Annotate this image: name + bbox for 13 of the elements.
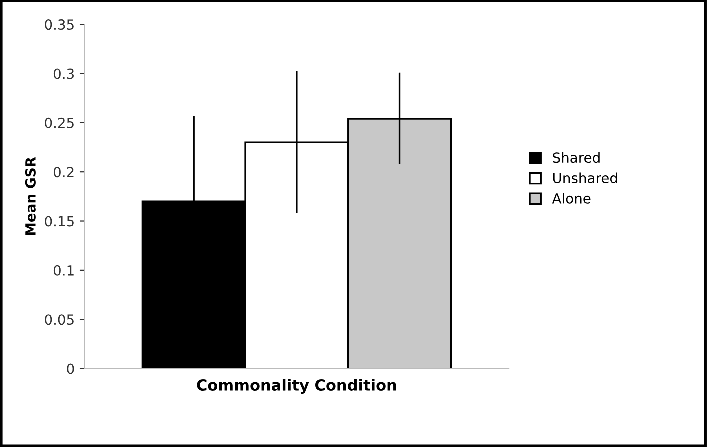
y-tick-label: 0 bbox=[67, 364, 74, 374]
y-tick-label: 0.1 bbox=[54, 265, 74, 276]
legend-label: Shared bbox=[553, 152, 600, 164]
y-tick-label: 0.25 bbox=[45, 118, 74, 128]
y-tick-label: 0.15 bbox=[45, 216, 74, 227]
y-axis-title: Mean GSR bbox=[25, 157, 36, 236]
y-tick-label: 0.05 bbox=[45, 314, 74, 326]
y-tick-label: 0.35 bbox=[45, 20, 74, 30]
y-tick-label: 0.3 bbox=[54, 68, 74, 80]
legend-label: Unshared bbox=[553, 172, 618, 184]
x-axis-title: Commonality Condition bbox=[197, 379, 396, 394]
legend-label: Alone bbox=[552, 193, 591, 204]
y-tick-label: 0.2 bbox=[54, 167, 74, 178]
